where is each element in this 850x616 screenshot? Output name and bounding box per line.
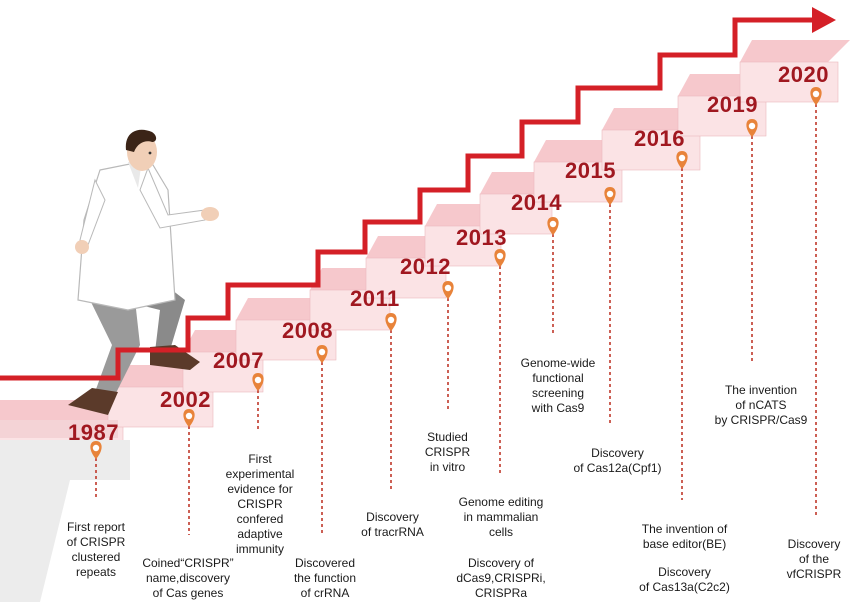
scientist-back-leg	[90, 300, 140, 395]
location-pin-icon	[494, 249, 506, 267]
milestone-2002-text: Coined“CRISPR” name,discovery of Cas genes	[142, 556, 234, 600]
location-pin-icon	[676, 151, 688, 169]
year-label-2002: 2002	[160, 387, 211, 412]
year-label-2011: 2011	[350, 286, 400, 311]
milestone-2011-text: Discovery of tracrRNA	[361, 510, 424, 539]
scientist-front-arm	[139, 166, 206, 229]
arrow-head	[812, 7, 836, 33]
location-pin-icon	[183, 409, 195, 427]
pin-dot	[444, 284, 452, 292]
milestone-2013-text-b: Discovery of dCas9,CRISPRi, CRISPRa	[456, 556, 546, 600]
scientist-eye	[148, 151, 152, 155]
milestone-2016-text-a: The invention of base editor(BE)	[641, 522, 728, 551]
milestone-2015-text: Discovery of Cas12a(Cpf1)	[573, 446, 662, 475]
scientist-front-leg	[120, 290, 185, 352]
pin-dot	[496, 252, 504, 260]
stair-bottom-band	[0, 420, 118, 438]
milestone-2008-text: Discovered the function of crRNA	[293, 556, 357, 600]
pin-dot	[92, 444, 100, 452]
location-pin-icon	[252, 373, 264, 391]
milestone-2019-text: The invention of nCATS by CRISPR/Cas9	[714, 383, 808, 427]
scientist-lab-coat	[77, 159, 176, 311]
year-label-2020: 2020	[778, 62, 829, 87]
year-label-1987: 1987	[68, 420, 119, 445]
scientist-front-hand	[201, 207, 219, 221]
location-pin-icon	[604, 187, 616, 205]
pin-dot	[185, 412, 193, 420]
scientist-back-hand	[75, 240, 89, 254]
year-label-2008: 2008	[282, 318, 333, 343]
step-tread	[740, 40, 850, 62]
milestone-2014-text: Genome-wide functional screening with Cas9	[520, 356, 596, 415]
pin-dot	[549, 220, 557, 228]
pin-dot	[606, 190, 614, 198]
pin-dot	[318, 348, 326, 356]
year-label-2007: 2007	[213, 348, 264, 373]
arrow-line	[0, 17, 815, 381]
milestone-2007-text: First experimental evidence for CRISPR confe…	[225, 452, 295, 556]
location-pins	[90, 87, 822, 459]
year-label-2012: 2012	[400, 254, 451, 279]
year-label-2013: 2013	[456, 225, 507, 250]
staircase	[0, 40, 850, 602]
scientist-hair	[125, 129, 157, 152]
year-label-2016: 2016	[634, 126, 685, 151]
location-pin-icon	[316, 345, 328, 363]
year-label-2014: 2014	[511, 190, 562, 215]
location-pin-icon	[385, 313, 397, 331]
year-label-2019: 2019	[707, 92, 758, 117]
step-riser	[107, 386, 214, 428]
crispr-timeline: 1987 2002 2007 2008 2011 2012 2013 2014 …	[0, 7, 850, 602]
pin-dot	[812, 90, 820, 98]
location-pin-icon	[810, 87, 822, 105]
location-pin-icon	[442, 281, 454, 299]
step-riser	[739, 61, 839, 103]
connector-lines	[95, 104, 817, 535]
location-pin-icon	[90, 441, 102, 459]
pin-dot	[748, 122, 756, 130]
pin-dot	[254, 376, 262, 384]
growth-arrow	[0, 7, 836, 381]
location-pin-icon	[547, 217, 559, 235]
timeline-graphic	[0, 7, 850, 602]
milestone-2020-text: Discovery of the vfCRISPR	[786, 537, 842, 581]
stair-wall-left	[0, 440, 130, 602]
pin-dot	[387, 316, 395, 324]
milestone-1987-text: First report of CRISPR clustered repeats	[66, 520, 126, 579]
location-pin-icon	[746, 119, 758, 137]
milestone-2012-text: Studied CRISPR in vitro	[424, 430, 471, 474]
scientist-back-shoe	[68, 388, 118, 415]
year-label-2015: 2015	[565, 158, 616, 183]
milestone-2016-text-b: Discovery of Cas13a(C2c2)	[639, 565, 730, 594]
scientist-figure	[68, 129, 219, 415]
milestone-2013-text-a: Genome editing in mammalian cells	[458, 495, 544, 539]
pin-dot	[678, 154, 686, 162]
